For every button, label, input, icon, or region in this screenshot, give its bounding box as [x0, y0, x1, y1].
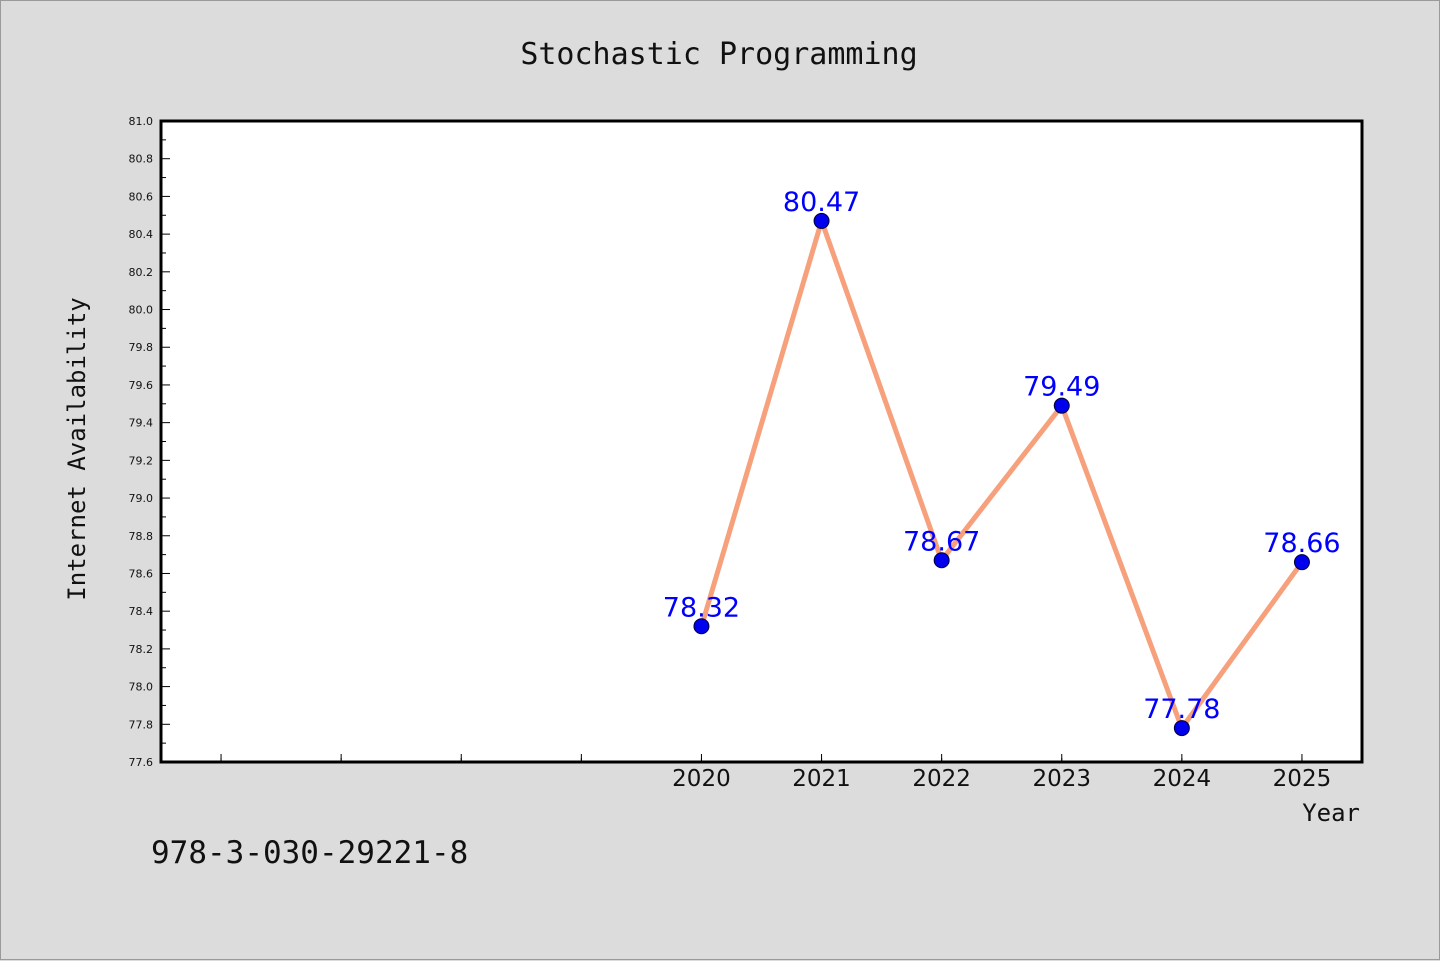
x-axis-label: Year	[1302, 799, 1360, 827]
y-tick-label: 77.8	[129, 718, 154, 731]
y-tick-label: 78.2	[129, 643, 154, 656]
y-tick-label: 78.6	[129, 567, 154, 580]
data-label: 79.49	[1023, 372, 1100, 403]
data-label: 78.66	[1263, 528, 1340, 559]
plot-area	[159, 119, 1364, 764]
y-tick-label: 79.8	[129, 341, 154, 354]
markers-layer	[693, 212, 1310, 737]
y-tick-label: 78.0	[129, 681, 154, 694]
x-axis-ticks: 2020 2021 2022 2023 2024 2025	[220, 754, 1332, 792]
y-tick-label: 78.4	[129, 605, 154, 618]
data-labels-layer: 78.32 80.47 78.67 79.49 77.78 78.66	[663, 187, 1341, 725]
data-label: 78.67	[903, 526, 980, 557]
y-axis-ticks: 77.6 77.8 78.0 78.2 78.4 78.6 78.8 79.0 79.2 79.4…	[129, 115, 170, 769]
x-tick-label: 2024	[1153, 766, 1212, 792]
series-line-layer	[699, 212, 1305, 734]
y-tick-label: 79.2	[129, 454, 154, 467]
y-tick-label: 79.4	[129, 417, 154, 430]
y-tick-label: 78.8	[129, 530, 154, 543]
y-tick-label: 79.0	[129, 492, 154, 505]
data-point	[1173, 720, 1190, 737]
data-point	[693, 618, 710, 635]
data-point	[933, 552, 950, 569]
data-label: 77.78	[1143, 694, 1220, 725]
series-line	[699, 212, 1305, 734]
chart-title: Stochastic Programming	[520, 37, 917, 72]
x-tick-label: 2020	[672, 766, 731, 792]
x-tick-label: 2023	[1032, 766, 1091, 792]
y-tick-label: 80.0	[129, 304, 154, 317]
x-tick-label: 2025	[1273, 766, 1332, 792]
data-point	[813, 212, 830, 229]
y-tick-label: 80.4	[129, 228, 154, 241]
y-axis-label: Internet Availability	[63, 297, 91, 600]
y-tick-label: 81.0	[129, 115, 154, 128]
data-point	[1293, 554, 1310, 571]
y-tick-label: 79.6	[129, 379, 154, 392]
y-tick-label: 77.6	[129, 756, 154, 769]
data-label: 80.47	[783, 187, 860, 218]
data-label: 78.32	[663, 592, 740, 623]
y-tick-label: 80.2	[129, 266, 154, 279]
x-tick-label: 2021	[792, 766, 851, 792]
isbn-text: 978-3-030-29221-8	[151, 835, 469, 871]
data-point	[1053, 397, 1070, 414]
x-tick-label: 2022	[912, 766, 971, 792]
y-tick-label: 80.8	[129, 153, 154, 166]
y-tick-label: 80.6	[129, 190, 154, 203]
